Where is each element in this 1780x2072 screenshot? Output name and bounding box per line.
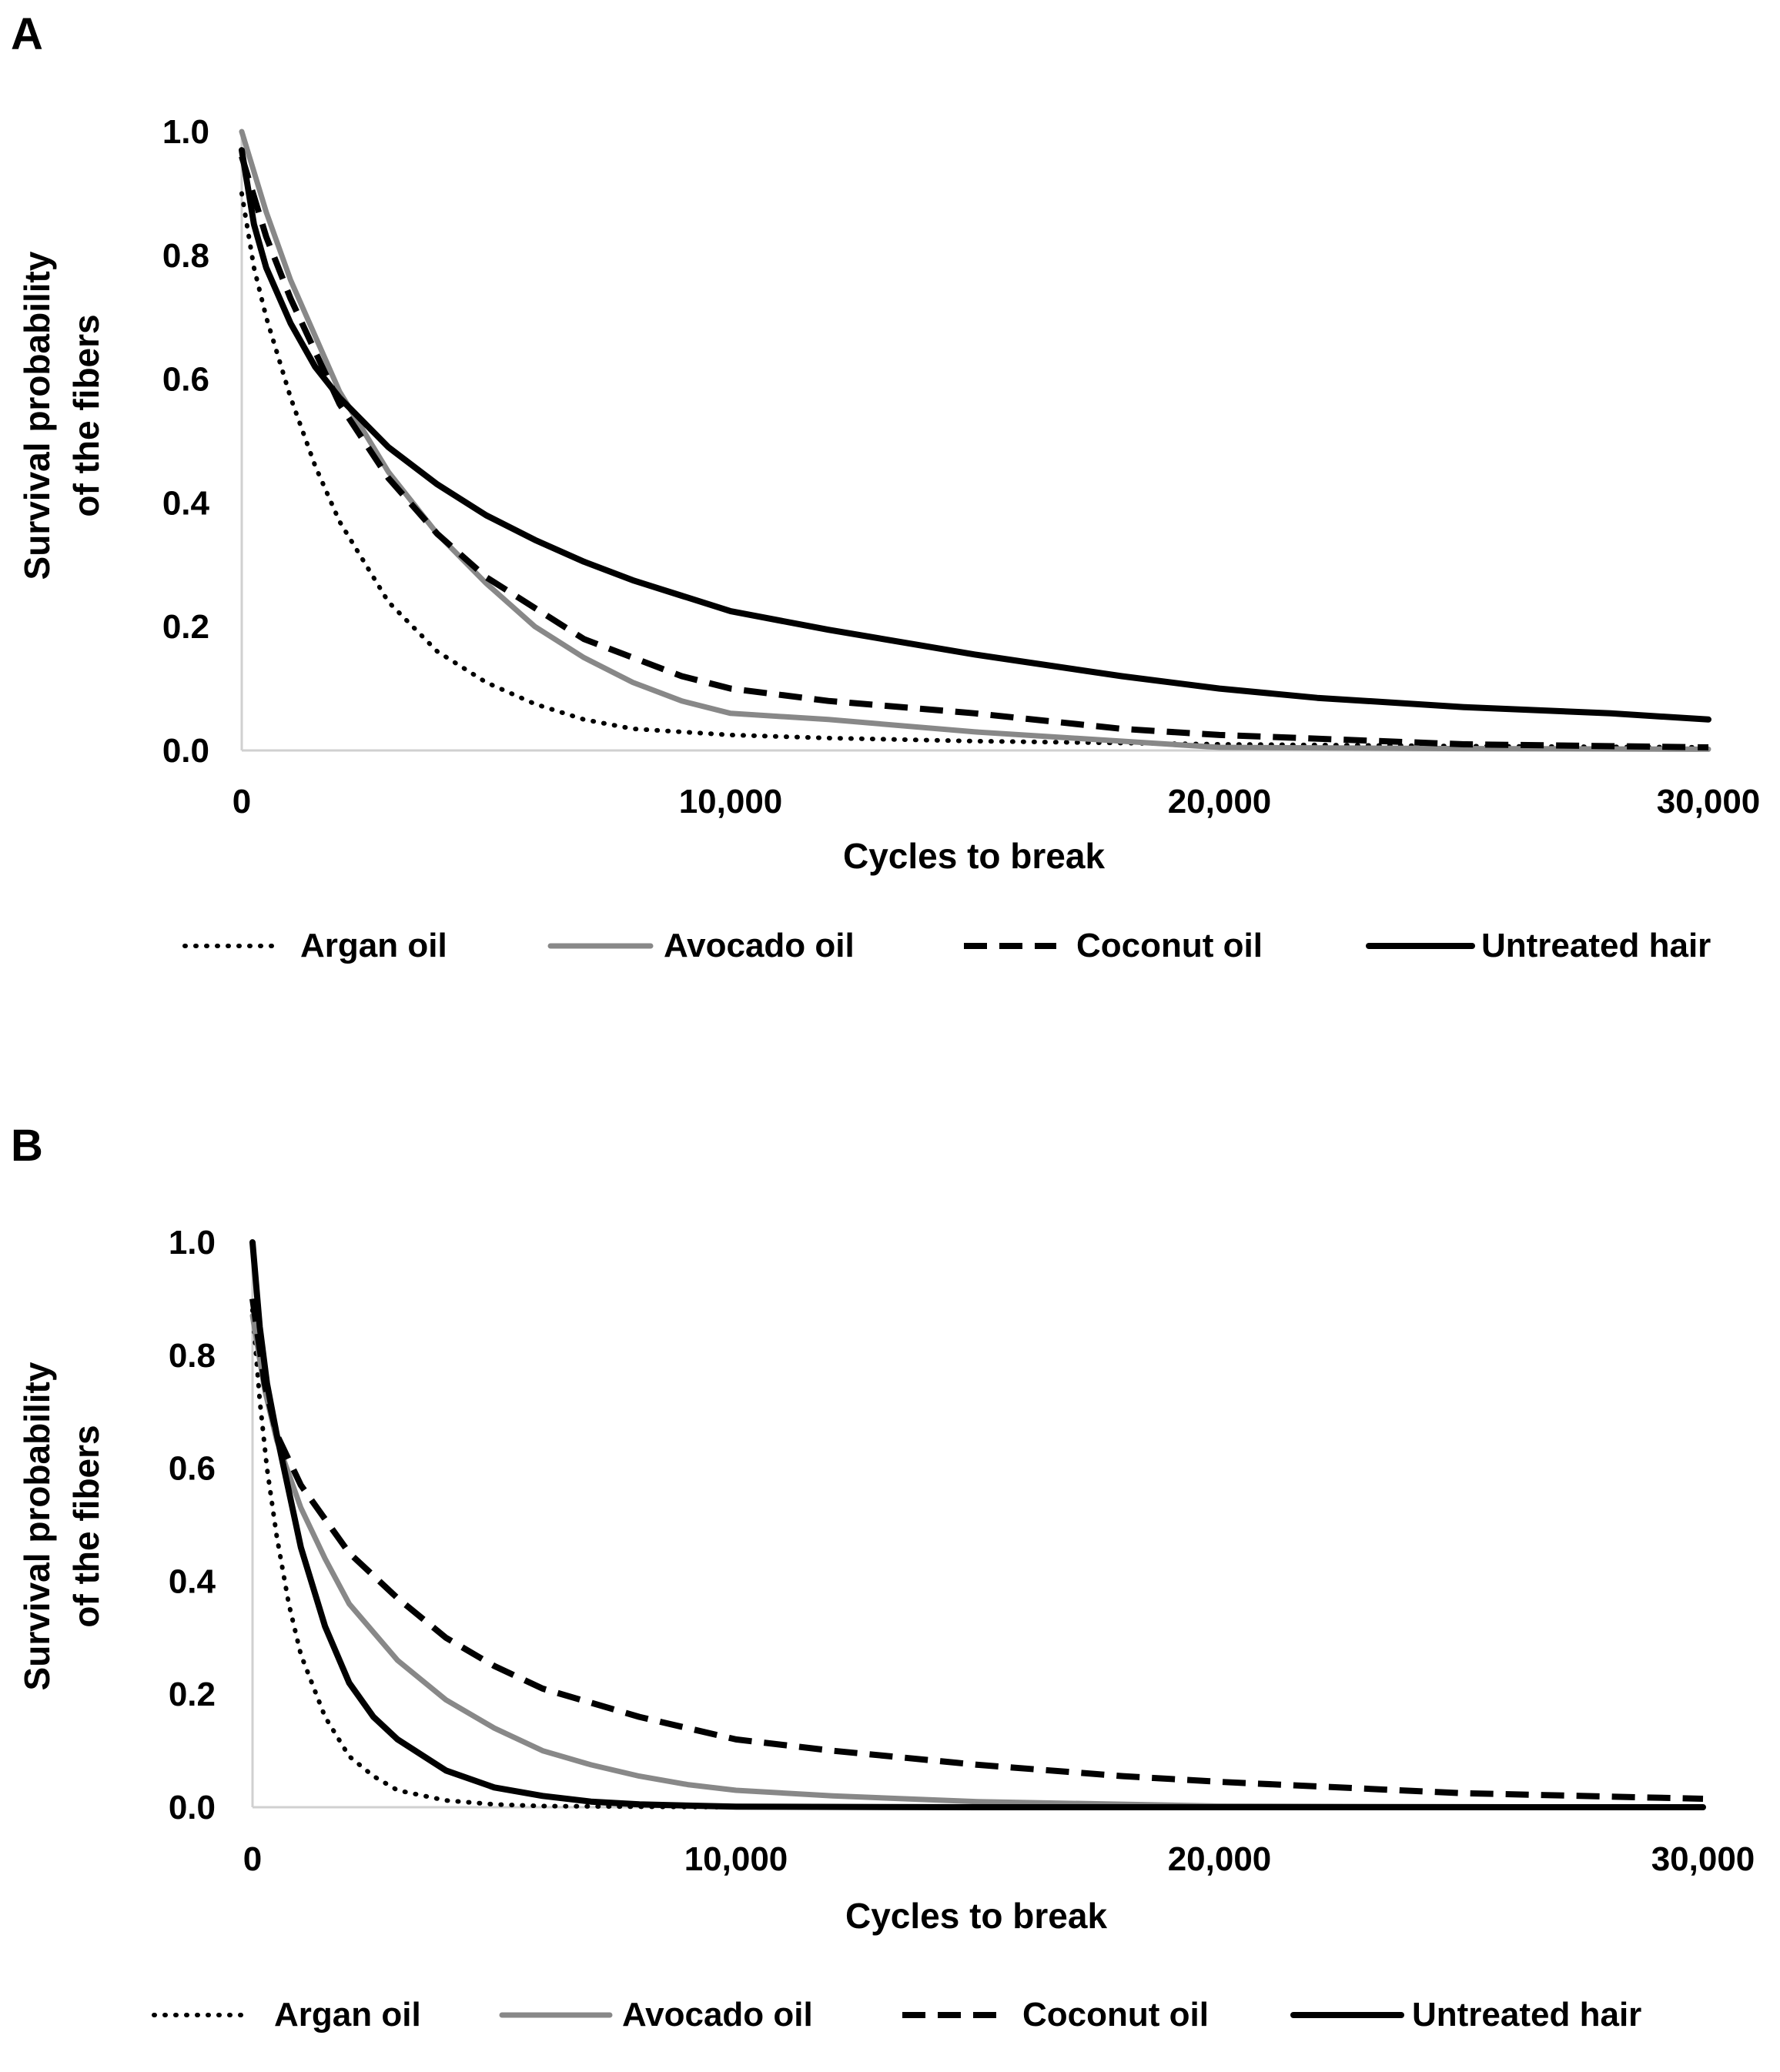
y-tick-label: 0.8	[169, 1337, 216, 1375]
x-tick-label: 20,000	[1168, 1840, 1272, 1878]
series-line-avocado-oil	[239, 129, 1711, 752]
y-tick-label: 0.6	[169, 1450, 216, 1488]
legend: Argan oil Avocado oil Coconut oil Untreated…	[152, 1996, 1641, 2034]
y-tick-label: 0.2	[169, 1676, 216, 1713]
series-line-coconut-oil	[239, 155, 1709, 750]
series-line-argan-oil	[250, 1308, 1705, 1810]
x-tick-label: 30,000	[1657, 783, 1761, 820]
legend-label-argan-oil: Argan oil	[274, 1996, 421, 2034]
panel-label: A	[11, 9, 43, 59]
series-line-argan-oil	[239, 191, 1711, 750]
x-tick-label: 30,000	[1651, 1840, 1755, 1878]
x-tick-label: 10,000	[684, 1840, 788, 1878]
y-axis-title: Survival probability	[17, 1362, 57, 1690]
legend-label-coconut-oil: Coconut oil	[1076, 927, 1263, 964]
legend: Argan oil Avocado oil Coconut oil Untreated…	[182, 927, 1711, 964]
legend-label-untreated-hair: Untreated hair	[1481, 927, 1711, 964]
y-tick-label: 1.0	[162, 113, 209, 151]
x-tick-label: 0	[233, 783, 251, 820]
legend-label-untreated-hair: Untreated hair	[1412, 1996, 1641, 2034]
series-line-untreated-hair	[249, 1239, 1706, 1810]
legend-label-avocado-oil: Avocado oil	[622, 1996, 813, 2034]
y-axis-title: of the fibers	[66, 1425, 106, 1627]
y-tick-label: 0.0	[169, 1789, 216, 1826]
chart-panel-b: B 0.0 0.2 0.4 0.6 0.8 1.0 0 10,000 20,000 30,000 Cy…	[11, 1121, 1755, 2034]
x-tick-label: 0	[243, 1840, 262, 1878]
series-line-avocado-oil	[249, 1312, 1706, 1810]
x-axis-title: Cycles to break	[843, 836, 1105, 876]
y-tick-label: 0.6	[162, 361, 209, 399]
y-axis-title: of the fibers	[66, 314, 106, 516]
series-line-coconut-oil	[249, 1298, 1704, 1802]
series-line-untreated-hair	[239, 147, 1711, 723]
y-tick-label: 1.0	[169, 1224, 216, 1262]
y-tick-label: 0.8	[162, 237, 209, 275]
y-tick-label: 0.4	[162, 484, 210, 522]
y-axis-title: Survival probability	[17, 251, 57, 580]
x-axis-title: Cycles to break	[845, 1896, 1107, 1936]
legend-label-argan-oil: Argan oil	[300, 927, 447, 964]
x-tick-label: 20,000	[1168, 783, 1272, 820]
panel-label: B	[11, 1121, 43, 1171]
legend-label-coconut-oil: Coconut oil	[1022, 1996, 1209, 2034]
y-tick-label: 0.2	[162, 608, 209, 646]
x-tick-label: 10,000	[679, 783, 783, 820]
y-tick-label: 0.4	[169, 1562, 216, 1600]
chart-panel-a: A 0.0 0.2 0.4 0.6 0.8 1.0 0 10,000 20,000 30,000 Cy…	[11, 9, 1760, 964]
legend-label-avocado-oil: Avocado oil	[664, 927, 855, 964]
y-tick-label: 0.0	[162, 732, 209, 770]
